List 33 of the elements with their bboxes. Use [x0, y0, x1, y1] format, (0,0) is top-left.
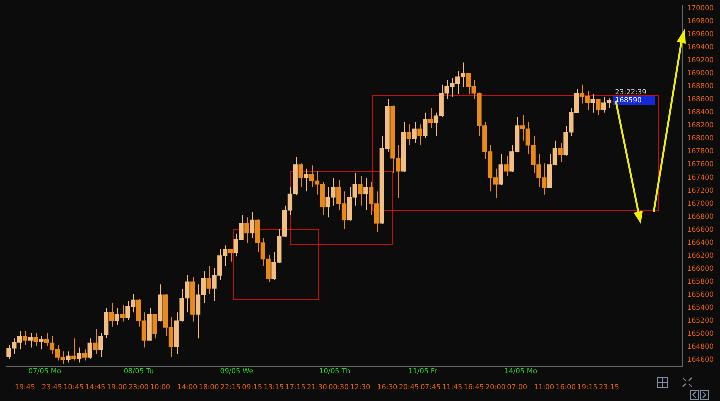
candlestick [498, 154, 504, 186]
candlestick [418, 124, 422, 146]
candlestick [114, 308, 120, 326]
candlestick [39, 336, 44, 350]
candlestick [28, 332, 33, 348]
candlestick [423, 112, 428, 139]
candlestick [590, 94, 596, 114]
candlestick [412, 121, 417, 144]
candlestick [93, 329, 98, 355]
candlestick [250, 212, 255, 239]
candlestick [304, 168, 309, 192]
candlestick [558, 142, 563, 163]
candlestick [244, 217, 250, 244]
candlestick [120, 304, 125, 322]
candlestick [428, 108, 434, 129]
candlestick [364, 177, 368, 211]
candlestick [406, 124, 412, 146]
candlestick [88, 338, 92, 360]
candlestick [358, 175, 363, 206]
candlestick [228, 249, 234, 262]
candlestick [504, 156, 509, 176]
candlestick [104, 308, 109, 338]
candlestick [82, 349, 88, 362]
candlestick [34, 332, 38, 347]
candlestick [76, 347, 82, 364]
candlestick [206, 266, 212, 295]
candlestick [98, 332, 104, 358]
candlestick [109, 303, 114, 328]
candlestick [298, 163, 304, 188]
candlestick [152, 314, 158, 340]
candlestick [66, 351, 71, 364]
candlestick [22, 330, 28, 346]
candlestick [596, 98, 601, 116]
